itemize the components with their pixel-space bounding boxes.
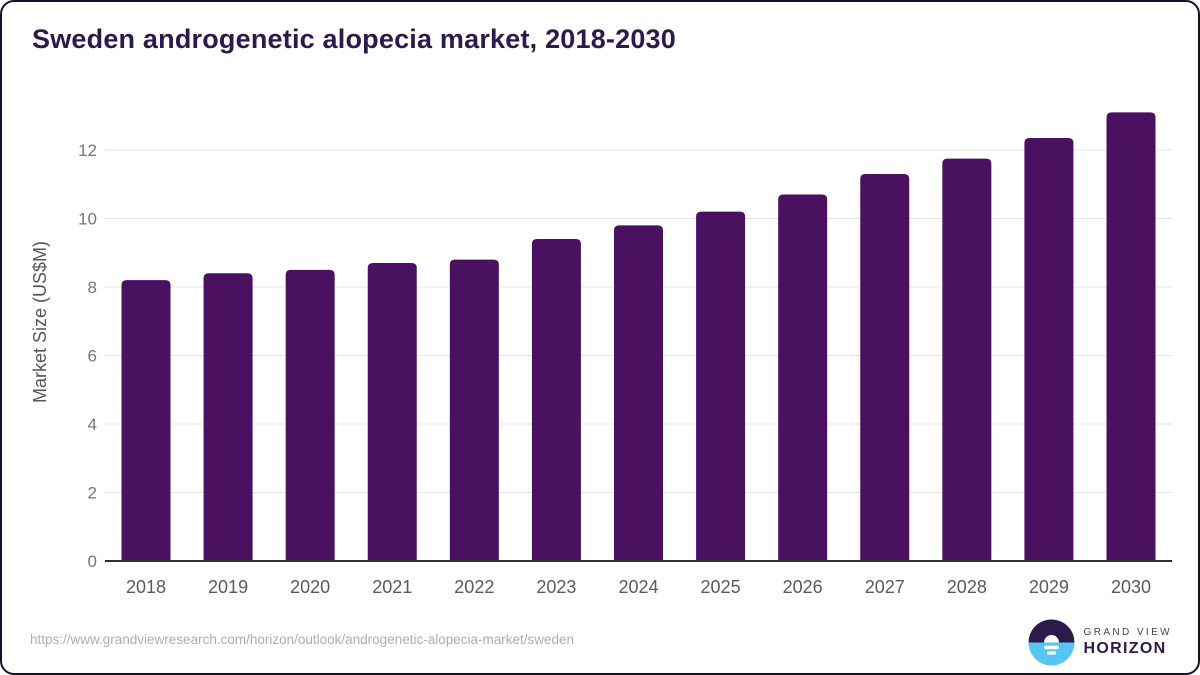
bar-2027	[860, 173, 910, 561]
y-tick-label-4: 4	[88, 415, 97, 434]
x-tick-label-2021: 2021	[372, 577, 412, 597]
bar-2020	[285, 269, 335, 561]
y-tick-label-12: 12	[78, 141, 97, 160]
logo-wordmark: GRAND VIEW HORIZON	[1084, 628, 1172, 657]
x-tick-label-2027: 2027	[865, 577, 905, 597]
y-tick-label-0: 0	[88, 552, 97, 571]
bar-2018	[121, 280, 171, 561]
bar-2028	[942, 158, 992, 561]
x-tick-label-2029: 2029	[1029, 577, 1069, 597]
bar-2019	[203, 273, 253, 561]
y-axis-title: Market Size (US$M)	[30, 241, 50, 403]
chart-title: Sweden androgenetic alopecia market, 201…	[32, 24, 676, 54]
x-tick-label-2022: 2022	[454, 577, 494, 597]
logo-text-horizon: HORIZON	[1083, 640, 1167, 657]
x-tick-label-2019: 2019	[208, 577, 248, 597]
x-tick-label-2020: 2020	[290, 577, 330, 597]
bar-2021	[367, 263, 417, 561]
x-tick-label-2024: 2024	[618, 577, 658, 597]
grandview-horizon-logo: GRAND VIEW HORIZON	[1028, 619, 1172, 666]
x-tick-label-2018: 2018	[126, 577, 166, 597]
bar-2026	[778, 194, 828, 561]
bar-2029	[1024, 138, 1074, 561]
sunrise-horizon-logo-icon	[1028, 619, 1075, 666]
x-tick-label-2023: 2023	[536, 577, 576, 597]
bar-chart: 0 2 4 6 8 10 12 2018 2019 2020 2021 2022 2023 2024 202…	[30, 112, 1172, 597]
y-tick-label-8: 8	[88, 278, 97, 297]
x-tick-label-2028: 2028	[947, 577, 987, 597]
bar-2022	[449, 259, 499, 561]
source-url: https://www.grandviewresearch.com/horizo…	[30, 632, 575, 647]
bar-2025	[696, 211, 746, 561]
y-tick-label-2: 2	[88, 484, 97, 503]
bar-2024	[614, 225, 663, 561]
x-tick-label-2025: 2025	[701, 577, 741, 597]
x-tick-label-2026: 2026	[783, 577, 823, 597]
bar-2030	[1106, 112, 1156, 561]
x-tick-label-2030: 2030	[1111, 577, 1151, 597]
logo-text-grand-view: GRAND VIEW	[1083, 627, 1172, 638]
y-tick-label-6: 6	[88, 347, 97, 366]
bar-2023	[531, 239, 581, 562]
y-tick-label-10: 10	[78, 210, 97, 229]
